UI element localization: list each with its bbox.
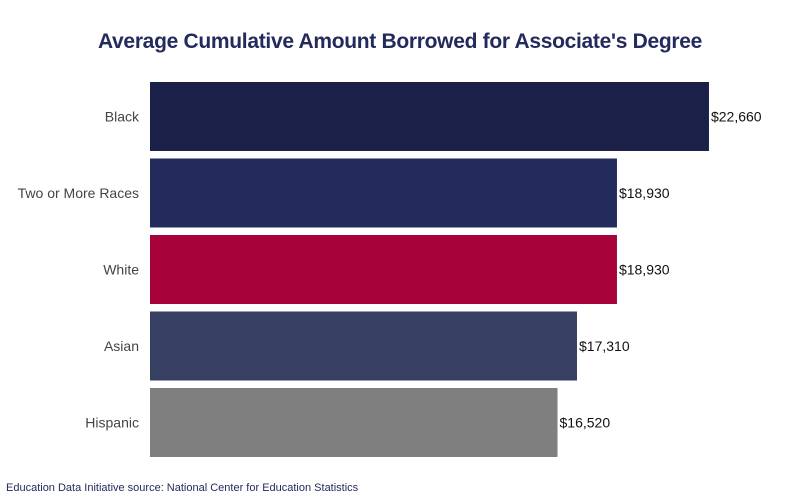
category-label: Asian <box>104 338 139 354</box>
category-label: White <box>103 262 139 278</box>
category-label: Hispanic <box>85 415 139 431</box>
category-label: Two or More Races <box>18 185 139 201</box>
source-footer: Education Data Initiative source: Nation… <box>6 482 359 494</box>
data-label: $18,930 <box>619 262 670 278</box>
category-label: Black <box>105 109 140 125</box>
data-label: $22,660 <box>711 109 762 125</box>
bar-hispanic <box>150 388 558 457</box>
chart-title: Average Cumulative Amount Borrowed for A… <box>97 30 703 53</box>
data-label: $16,520 <box>560 415 611 431</box>
bar-asian <box>150 311 578 381</box>
data-label: $17,310 <box>579 338 630 354</box>
bar-black <box>150 82 709 151</box>
bar-two-or-more-races <box>150 158 617 228</box>
data-label: $18,930 <box>619 185 670 201</box>
bar-white <box>150 235 617 304</box>
